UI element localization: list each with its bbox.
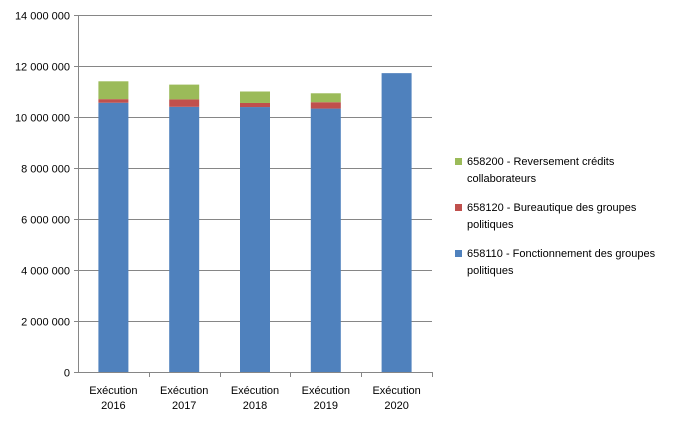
legend-item-658110: 658110 - Fonctionnement des groupes poli… [455, 246, 680, 280]
legend-swatch-658120 [455, 204, 462, 211]
y-tick-label: 8 000 000 [21, 164, 70, 176]
bar-segment [310, 108, 341, 373]
x-tick-label: 2016 [101, 400, 125, 412]
bar-segment [98, 102, 129, 372]
legend-label-658200: 658200 - Reversement crédits collaborate… [467, 156, 615, 185]
bar-segment [98, 99, 129, 103]
bar-segment [240, 102, 270, 108]
x-tick-label: Exécution [89, 385, 137, 397]
legend-swatch-658110 [455, 250, 462, 257]
bar-segment [310, 93, 341, 103]
bar-segment [169, 99, 200, 107]
y-tick-label: 0 [64, 368, 70, 380]
bar-segment [240, 107, 270, 373]
legend-swatch-658200 [455, 158, 462, 165]
y-tick-label: 6 000 000 [21, 215, 70, 227]
x-tick-label: Exécution [231, 385, 279, 397]
bar-segment [240, 91, 270, 103]
x-tick-label: Exécution [160, 385, 208, 397]
x-tick-label: 2019 [314, 400, 338, 412]
x-tick-label: Exécution [372, 385, 420, 397]
legend-item-658200: 658200 - Reversement crédits collaborate… [455, 154, 680, 188]
bar-segment [169, 84, 200, 100]
bar-segment [310, 102, 341, 109]
y-tick-label: 4 000 000 [21, 266, 70, 278]
legend-item-658120: 658120 - Bureautique des groupes politiq… [455, 200, 680, 234]
y-tick-label: 14 000 000 [15, 11, 70, 23]
x-tick-label: 2020 [384, 400, 408, 412]
y-tick-label: 10 000 000 [15, 113, 70, 125]
legend: 658200 - Reversement crédits collaborate… [455, 154, 680, 292]
bar-segment [98, 81, 129, 100]
y-tick-label: 2 000 000 [21, 317, 70, 329]
legend-label-658110: 658110 - Fonctionnement des groupes poli… [467, 248, 656, 277]
x-tick-label: 2017 [172, 400, 196, 412]
legend-label-658120: 658120 - Bureautique des groupes politiq… [467, 202, 637, 231]
x-tick-label: Exécution [302, 385, 350, 397]
x-tick-label: 2018 [243, 400, 267, 412]
bar-segment [169, 106, 200, 373]
y-tick-label: 12 000 000 [15, 62, 70, 74]
bar-segment [381, 73, 412, 372]
